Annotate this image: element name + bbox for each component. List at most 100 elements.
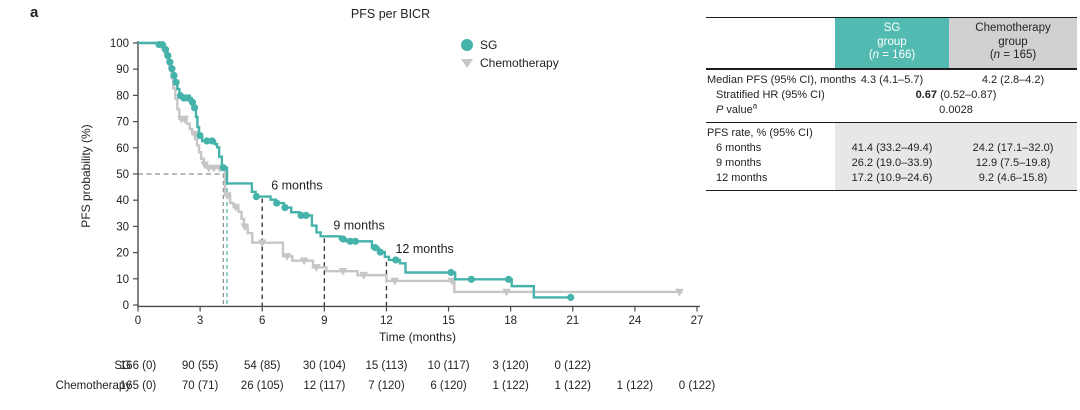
row-label-9-months: 9 months: [716, 156, 762, 169]
sg-censor-mark: [196, 131, 204, 140]
table-row-stratified-hr: Stratified HR (95% CI) 0.67 (0.52–0.87): [706, 88, 1077, 103]
sg-censor-mark: [166, 58, 174, 66]
sg-censor-mark: [302, 211, 310, 219]
stats-table-header: SG group (n = 166) Chemotherapy group (n…: [706, 18, 1077, 70]
y-tick-label: 100: [110, 38, 129, 50]
median-pfs-sg-value: 4.3 (4.1–5.7): [860, 73, 924, 86]
chemotherapy-censor-mark: [390, 277, 400, 286]
sg-censor-mark: [504, 275, 513, 283]
y-tick-label: 0: [123, 300, 129, 312]
chemo-header-n: (n = 165): [989, 49, 1037, 61]
chemotherapy-censor-mark: [200, 161, 209, 170]
sg-censor-mark: [371, 244, 379, 252]
sg-censor-mark: [376, 248, 384, 256]
sg-censor-mark: [161, 45, 170, 54]
row-label-pfs-rate: PFS rate, % (95% CI): [707, 126, 813, 139]
at-risk-value: 3 (120): [492, 360, 529, 372]
chemotherapy-censor-mark: [338, 268, 348, 276]
at-risk-value: 0 (122): [679, 380, 716, 392]
y-tick-label: 30: [116, 221, 129, 233]
at-risk-row-label: Chemotherapy: [56, 380, 132, 392]
rate-12mo-sg-value: 17.2 (10.9–24.6): [851, 171, 933, 184]
sg-censor-mark: [297, 211, 305, 219]
at-risk-value: 166 (0): [120, 360, 157, 372]
stratified-hr-value: 0.67 (0.52–0.87): [915, 88, 997, 101]
chart-title: PFS per BICR: [350, 7, 431, 21]
at-risk-value: 12 (117): [303, 380, 345, 392]
table-row-rate-header: PFS rate, % (95% CI): [706, 126, 1077, 141]
x-tick-label: 3: [197, 315, 203, 327]
at-risk-value: 15 (113): [365, 360, 407, 372]
rate-9mo-chemo-value: 12.9 (7.5–19.8): [975, 156, 1051, 169]
sg-censor-mark: [208, 137, 216, 145]
panel-label: a: [30, 4, 39, 21]
at-risk-value: 54 (85): [244, 360, 281, 372]
sg-censor-mark: [339, 235, 347, 243]
table-row-rate-12mo: 12 months 17.2 (10.9–24.6) 9.2 (4.6–15.8…: [706, 171, 1077, 186]
sg-header-line2: group: [877, 35, 907, 48]
y-tick-label: 90: [116, 64, 129, 76]
table-row-median-pfs: Median PFS (95% CI), months 4.3 (4.1–5.7…: [706, 73, 1077, 88]
chemotherapy-censor-mark: [299, 257, 309, 266]
y-tick-label: 60: [116, 143, 129, 155]
chemotherapy-censor-mark: [231, 203, 241, 212]
x-tick-label: 0: [135, 315, 141, 327]
chemotherapy-censor-mark: [282, 253, 292, 261]
rate-9mo-sg-value: 26.2 (19.0–33.9): [851, 156, 933, 169]
at-risk-value: 7 (120): [368, 380, 405, 392]
chemotherapy-censor-mark: [209, 164, 219, 173]
sg-censor-mark: [392, 256, 400, 264]
x-tick-label: 24: [628, 315, 641, 327]
sg-censor-mark: [168, 65, 176, 73]
stats-section-pfs-rate: PFS rate, % (95% CI) 6 months 41.4 (33.2…: [706, 121, 1077, 191]
stats-table: SG group (n = 166) Chemotherapy group (n…: [706, 17, 1077, 191]
chemotherapy-censor-mark: [240, 223, 250, 232]
rate-12mo-chemo-value: 9.2 (4.6–15.8): [978, 171, 1048, 184]
sg-censor-mark: [346, 237, 354, 245]
row-label-median-pfs: Median PFS (95% CI), months: [707, 73, 857, 86]
at-risk-value: 70 (71): [182, 380, 219, 392]
rate-header-spacer: [835, 126, 1077, 141]
sg-censor-mark: [467, 275, 475, 283]
chemo-header-line2: group: [998, 35, 1028, 48]
sg-censor-mark: [219, 164, 227, 172]
at-risk-row-label: SG: [114, 360, 131, 372]
legend-item-chemotherapy: Chemotherapy: [461, 54, 559, 72]
sg-censor-mark: [281, 203, 289, 212]
at-risk-value: 1 (122): [492, 380, 529, 392]
milestone-label-6mo: 6 months: [271, 179, 322, 193]
milestone-label-12mo: 12 months: [395, 242, 453, 256]
legend-label-sg: SG: [480, 38, 498, 52]
x-tick-label: 9: [321, 315, 327, 327]
rate-section-shading: [835, 122, 1077, 190]
legend: SG Chemotherapy: [461, 36, 559, 72]
at-risk-value: 90 (55): [182, 360, 219, 372]
y-tick-label: 40: [116, 195, 129, 207]
y-tick-label: 70: [116, 117, 129, 129]
table-row-p-value: P valuea 0.0028: [706, 100, 1077, 118]
x-tick-label: 21: [566, 315, 579, 327]
at-risk-value: 26 (105): [241, 380, 284, 392]
sg-censor-mark: [351, 237, 359, 245]
x-tick-label: 12: [380, 315, 393, 327]
x-tick-label: 6: [259, 315, 265, 327]
milestone-label-9mo: 9 months: [333, 218, 384, 232]
table-row-rate-6mo: 6 months 41.4 (33.2–49.4) 24.2 (17.1–32.…: [706, 141, 1077, 156]
at-risk-value: 0 (122): [555, 360, 592, 372]
sg-censor-mark: [190, 104, 199, 112]
chemotherapy-triangle-marker-icon: [461, 58, 473, 68]
at-risk-value: 10 (117): [428, 360, 470, 372]
p-value: 0.0028: [939, 103, 973, 116]
chemotherapy-censor-mark: [502, 288, 511, 297]
sg-header-n: (n = 166): [868, 49, 916, 61]
row-label-p-value: P valuea: [716, 100, 758, 116]
rate-6mo-chemo-value: 24.2 (17.1–32.0): [972, 141, 1054, 154]
chemotherapy-censor-mark: [359, 271, 368, 280]
sg-censor-mark: [252, 192, 261, 201]
column-header-chemotherapy-group: Chemotherapy group (n = 165): [949, 18, 1077, 68]
row-label-stratified-hr: Stratified HR (95% CI): [716, 88, 825, 101]
sg-censor-mark: [164, 51, 172, 60]
x-tick-label: 15: [442, 315, 455, 327]
